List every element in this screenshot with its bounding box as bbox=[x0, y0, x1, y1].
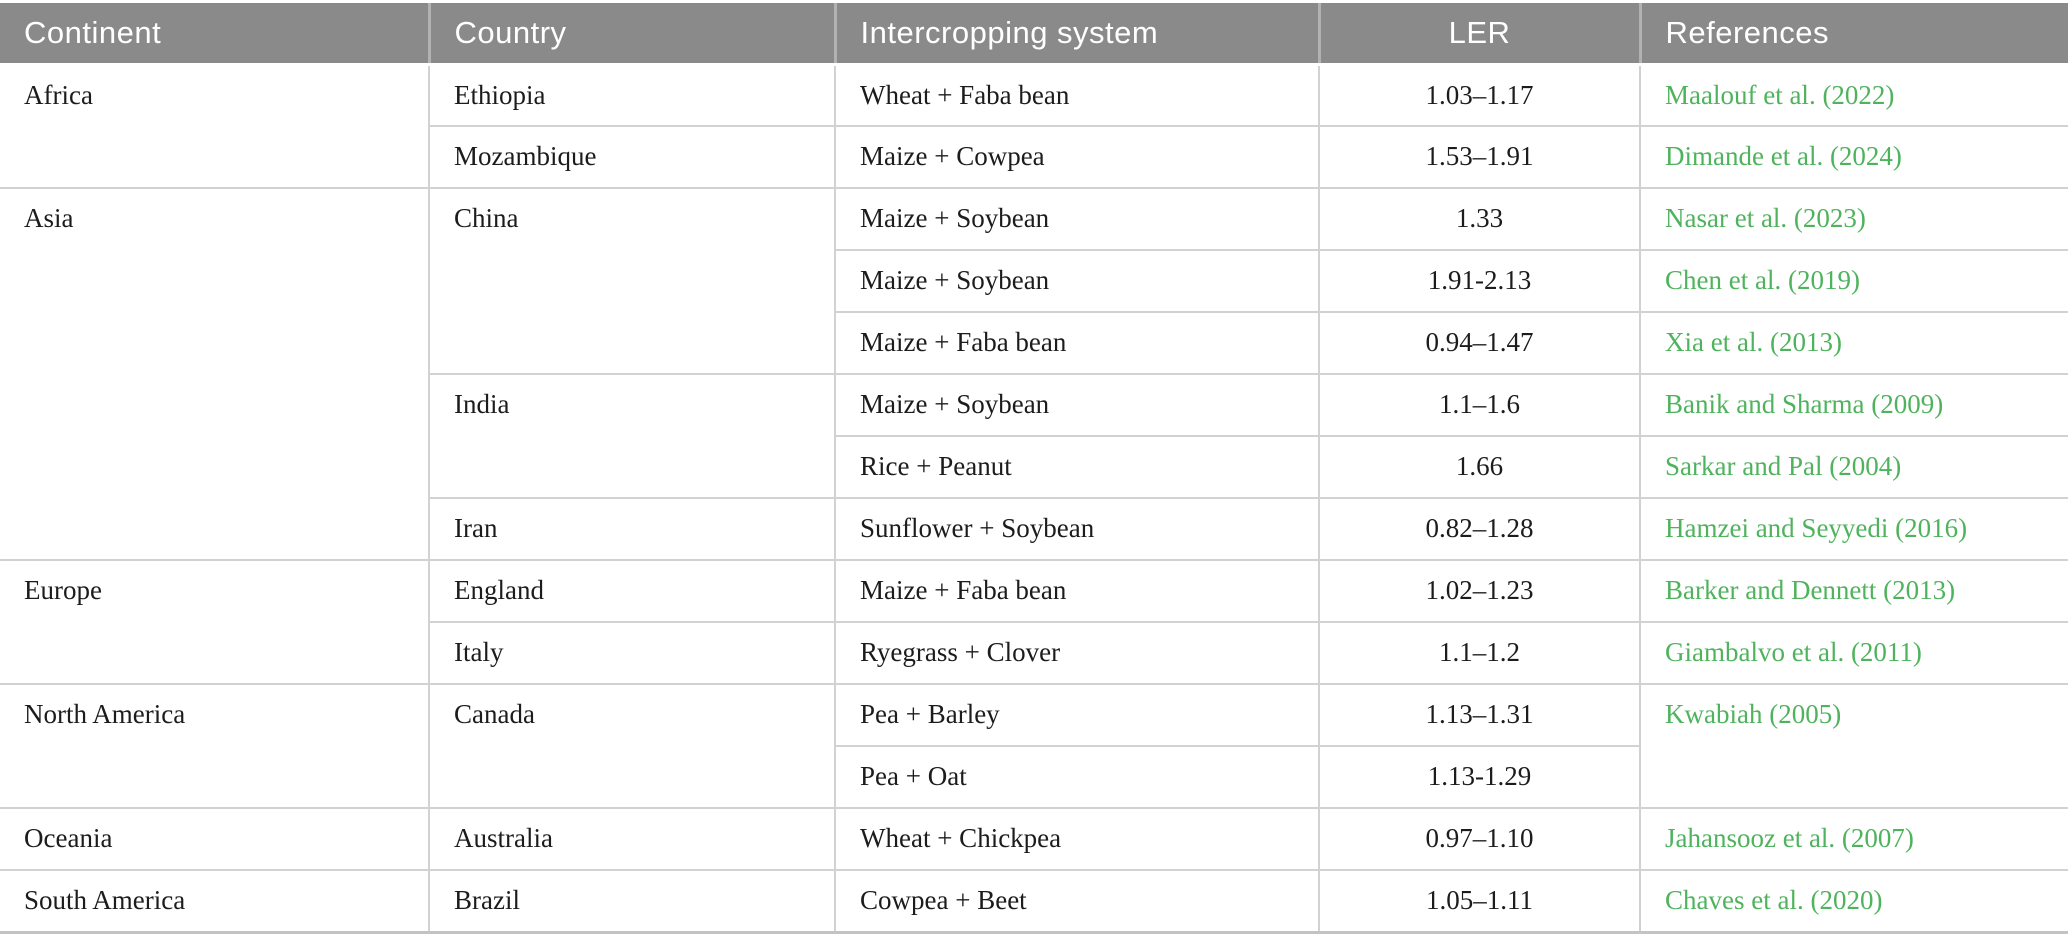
country-cell: Canada bbox=[428, 683, 835, 808]
table-row: Iran Sunflower + Soybean 0.82–1.28 Hamzei a… bbox=[0, 497, 2068, 560]
reference-link[interactable]: Sarkar and Pal (2004) bbox=[1639, 435, 2068, 498]
reference-link[interactable]: Hamzei and Seyyedi (2016) bbox=[1639, 497, 2068, 560]
ler-cell: 1.91-2.13 bbox=[1318, 249, 1640, 312]
continent-cell: Africa bbox=[0, 63, 429, 188]
table-row: Africa Ethiopia Wheat + Faba bean 1.03–1.17… bbox=[0, 63, 2068, 188]
ler-cell: 1.03–1.17 bbox=[1318, 63, 1640, 126]
intercropping-system-cell: Ryegrass + Clover bbox=[834, 621, 1319, 684]
table-row: Oceania Australia Wheat + Chickpea 0.97–1.1… bbox=[0, 807, 2068, 870]
country-cell: China bbox=[428, 187, 835, 374]
continent-cell: North America bbox=[0, 683, 429, 808]
reference-link[interactable]: Kwabiah (2005) bbox=[1639, 683, 2068, 808]
intercropping-system-cell: Wheat + Faba bean bbox=[834, 63, 1319, 126]
country-cell: Mozambique bbox=[428, 125, 835, 188]
table-row: Mozambique Maize + Cowpea 1.53–1.91 Dimande… bbox=[0, 125, 2068, 188]
continent-cell: Europe bbox=[0, 559, 429, 684]
table-body: Africa Ethiopia Wheat + Faba bean 1.03–1.17… bbox=[0, 63, 2068, 932]
intercropping-system-cell: Cowpea + Beet bbox=[834, 869, 1319, 932]
table-row: Maize + Faba bean 0.94–1.47 Xia et al. (20… bbox=[0, 311, 2068, 374]
ler-cell: 1.1–1.6 bbox=[1318, 373, 1640, 436]
continent-cell: Asia bbox=[0, 187, 429, 560]
country-cell: Ethiopia bbox=[428, 63, 835, 126]
intercropping-system-cell: Maize + Soybean bbox=[834, 249, 1319, 312]
col-header-references: References bbox=[1638, 3, 2068, 66]
reference-link[interactable]: Dimande et al. (2024) bbox=[1639, 125, 2068, 188]
ler-cell: 1.13–1.31 bbox=[1318, 683, 1640, 746]
ler-cell: 0.82–1.28 bbox=[1318, 497, 1640, 560]
intercropping-system-cell: Maize + Soybean bbox=[834, 373, 1319, 436]
intercropping-system-cell: Sunflower + Soybean bbox=[834, 497, 1319, 560]
country-cell: England bbox=[428, 559, 835, 622]
table-row: North America Canada Pea + Barley 1.13–1.31… bbox=[0, 683, 2068, 808]
intercropping-system-cell: Wheat + Chickpea bbox=[834, 807, 1319, 870]
table-row: South America Brazil Cowpea + Beet 1.05–1.1… bbox=[0, 869, 2068, 932]
ler-cell: 1.13-1.29 bbox=[1318, 745, 1640, 808]
continent-cell: Oceania bbox=[0, 807, 429, 870]
header-row: Continent Country Intercropping system LER R… bbox=[0, 3, 2068, 66]
country-cell: Iran bbox=[428, 497, 835, 560]
intercropping-system-cell: Pea + Barley bbox=[834, 683, 1319, 746]
reference-link[interactable]: Chaves et al. (2020) bbox=[1639, 869, 2068, 932]
col-header-continent: Continent bbox=[0, 3, 429, 66]
reference-link[interactable]: Banik and Sharma (2009) bbox=[1639, 373, 2068, 436]
table-row: Rice + Peanut 1.66 Sarkar and Pal (2004) bbox=[0, 435, 2068, 498]
intercropping-system-cell: Maize + Faba bean bbox=[834, 559, 1319, 622]
intercropping-system-cell: Maize + Cowpea bbox=[834, 125, 1319, 188]
reference-link[interactable]: Jahansooz et al. (2007) bbox=[1639, 807, 2068, 870]
intercropping-system-cell: Rice + Peanut bbox=[834, 435, 1319, 498]
ler-cell: 1.33 bbox=[1318, 187, 1640, 250]
country-cell: Italy bbox=[428, 621, 835, 684]
ler-cell: 0.97–1.10 bbox=[1318, 807, 1640, 870]
intercropping-system-cell: Maize + Faba bean bbox=[834, 311, 1319, 374]
continent-cell: South America bbox=[0, 869, 429, 932]
ler-cell: 0.94–1.47 bbox=[1318, 311, 1640, 374]
ler-cell: 1.1–1.2 bbox=[1318, 621, 1640, 684]
ler-cell: 1.02–1.23 bbox=[1318, 559, 1640, 622]
table-row: Europe England Maize + Faba bean 1.02–1.23 B… bbox=[0, 559, 2068, 684]
reference-link[interactable]: Barker and Dennett (2013) bbox=[1639, 559, 2068, 622]
reference-link[interactable]: Chen et al. (2019) bbox=[1639, 249, 2068, 312]
reference-link[interactable]: Giambalvo et al. (2011) bbox=[1639, 621, 2068, 684]
ler-cell: 1.53–1.91 bbox=[1318, 125, 1640, 188]
table-row: India Maize + Soybean 1.1–1.6 Banik and Sha… bbox=[0, 373, 2068, 498]
table-row: Asia China Maize + Soybean 1.33 Nasar et al.… bbox=[0, 187, 2068, 560]
col-header-intercropping-system: Intercropping system bbox=[833, 3, 1319, 66]
ler-cell: 1.66 bbox=[1318, 435, 1640, 498]
reference-link[interactable]: Xia et al. (2013) bbox=[1639, 311, 2068, 374]
table-row: Maize + Soybean 1.91-2.13 Chen et al. (201… bbox=[0, 249, 2068, 312]
country-cell: Brazil bbox=[428, 869, 835, 932]
intercropping-system-cell: Maize + Soybean bbox=[834, 187, 1319, 250]
reference-link[interactable]: Nasar et al. (2023) bbox=[1639, 187, 2068, 250]
intercropping-system-cell: Pea + Oat bbox=[834, 745, 1319, 808]
col-header-country: Country bbox=[427, 3, 835, 66]
country-cell: Australia bbox=[428, 807, 835, 870]
country-cell: India bbox=[428, 373, 835, 498]
table-row: Pea + Oat 1.13-1.29 bbox=[0, 745, 2068, 808]
ler-table: Continent Country Intercropping system LER R… bbox=[0, 3, 2068, 934]
table-row: Italy Ryegrass + Clover 1.1–1.2 Giambalvo e… bbox=[0, 621, 2068, 684]
col-header-ler: LER bbox=[1317, 3, 1640, 66]
reference-link[interactable]: Maalouf et al. (2022) bbox=[1639, 63, 2068, 126]
ler-cell: 1.05–1.11 bbox=[1318, 869, 1640, 932]
